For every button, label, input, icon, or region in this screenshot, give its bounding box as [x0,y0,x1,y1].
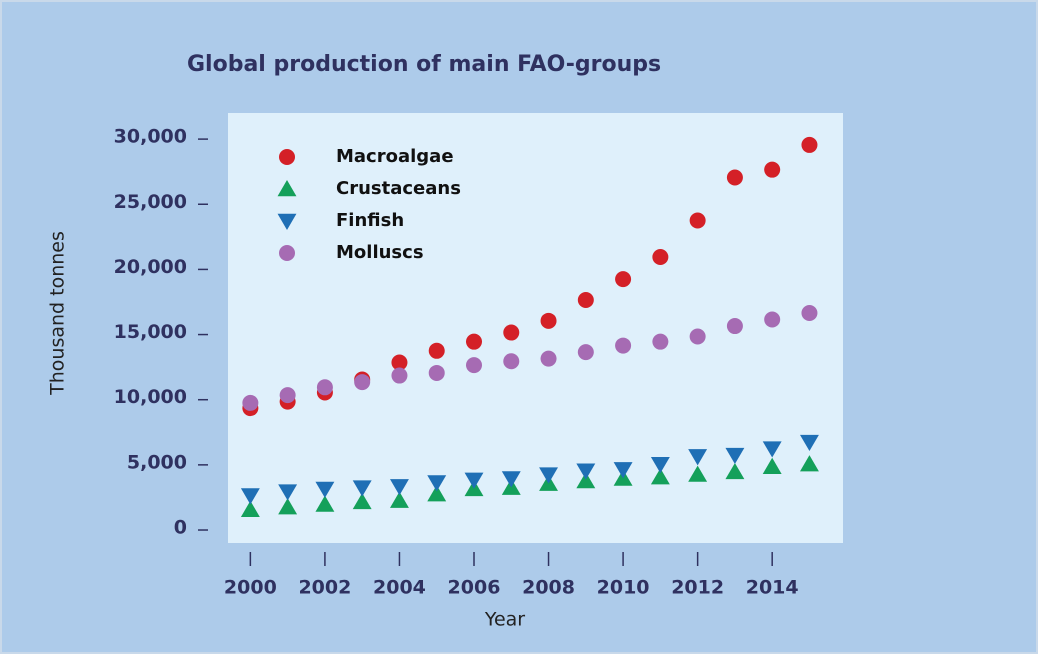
point [390,479,409,496]
point [278,498,298,515]
y-tick-label: 30,000 [114,126,187,148]
point [764,311,781,328]
point [762,441,782,458]
point [725,462,745,480]
point [688,465,708,482]
point [800,455,819,472]
y-axis-label: Thousand tonnes [47,231,69,396]
point [576,463,596,480]
plot-area [228,113,843,543]
x-tick-label: 2012 [671,577,724,599]
point [501,471,521,488]
point [725,447,745,465]
legend-label: Molluscs [336,242,424,263]
legend-label: Macroalgae [336,146,454,167]
x-tick-label: 2004 [373,577,426,599]
legend-marker [279,245,295,261]
point [242,394,259,411]
point [615,271,632,288]
point [427,485,447,502]
x-tick-label: 2010 [597,577,650,599]
point [764,161,781,178]
point [652,248,669,265]
x-tick-label: 2008 [522,577,575,599]
point [726,169,743,186]
point [279,387,296,404]
point [540,312,557,329]
point [576,472,596,489]
x-tick-label: 2014 [746,577,799,599]
y-tick-label: 15,000 [114,321,187,343]
y-tick-label: 10,000 [114,386,187,408]
legend-label: Finfish [336,210,404,231]
point [762,457,782,474]
point [352,492,372,510]
point [278,484,298,501]
point [801,136,818,153]
point [352,480,372,497]
x-axis-label: Year [484,609,525,631]
y-tick-label: 20,000 [114,256,187,278]
x-tick-label: 2000 [224,577,277,599]
legend-marker [277,213,297,230]
point [427,475,447,492]
point [577,291,594,308]
legend-marker [279,149,295,165]
point [464,472,484,489]
point [652,333,669,350]
y-tick-label: 5,000 [127,451,187,473]
point [540,350,557,367]
y-tick-label: 25,000 [114,191,187,213]
point [428,342,445,359]
point [315,495,335,512]
point [503,324,520,341]
point [466,333,482,350]
point [650,468,670,485]
point [428,364,445,381]
point [801,305,818,322]
point [240,488,260,505]
point [800,434,819,452]
point [390,491,409,508]
point [615,337,632,354]
point [466,357,482,374]
point [503,353,520,370]
chart-title: Global production of main FAO-groups [187,52,661,77]
point [240,500,260,517]
point [391,354,408,371]
x-tick-label: 2002 [298,577,351,599]
point [316,379,333,396]
point [650,456,670,474]
y-tick-label: 0 [174,517,187,539]
point [391,367,408,384]
point [539,467,558,484]
point [315,481,335,498]
point [613,462,633,479]
legend-label: Crustaceans [336,178,461,199]
point [726,318,743,335]
point [689,328,706,345]
point [354,374,371,391]
point [689,212,706,229]
x-tick-label: 2006 [448,577,501,599]
point [688,449,708,466]
point [577,344,594,361]
legend-marker [277,180,297,197]
